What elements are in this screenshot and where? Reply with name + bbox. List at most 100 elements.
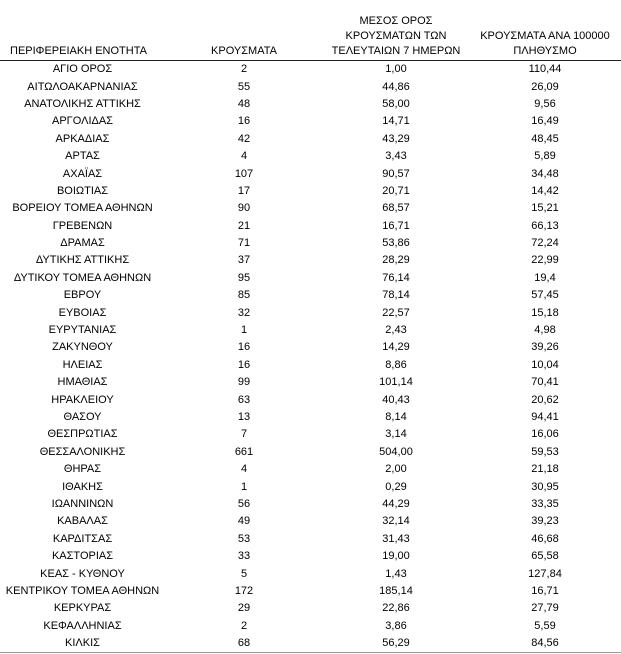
average-cell: 14,71: [382, 115, 410, 128]
table-row: ΗΜΑΘΙΑΣ 99 101,14 70,41: [0, 374, 621, 391]
cases-cell: 2: [240, 619, 248, 632]
cases-cell: 172: [234, 584, 254, 597]
per-100000-cell: 127,84: [528, 567, 562, 580]
cases-cell: 90: [237, 202, 251, 215]
table-row: ΑΡΓΟΛΙΔΑΣ 16 14,71 16,49: [0, 113, 621, 130]
header-cases-per-100000: ΚΡΟΥΣΜΑΤΑ ΑΝΑ 100000 ΠΛΗΘΥΣΜΟ: [469, 0, 621, 61]
region-cell: ΘΑΣΟΥ: [63, 411, 102, 423]
table-row: ΘΑΣΟΥ 13 8,14 94,41: [0, 409, 621, 426]
table-row: ΑΓΙΟ ΟΡΟΣ 2 1,00 110,44: [0, 61, 621, 79]
per-100000-cell: 94,41: [531, 411, 559, 423]
header-cases: ΚΡΟΥΣΜΑΤΑ: [165, 0, 323, 61]
region-cell: ΘΕΣΣΑΛΟΝΙΚΗΣ: [39, 445, 126, 458]
average-cell: 2,43: [385, 324, 407, 337]
table-row: ΒΟΡΕΙΟΥ ΤΟΜΕΑ ΑΘΗΝΩΝ 90 68,57 15,21: [0, 200, 621, 217]
per-100000-cell: 39,26: [531, 341, 559, 354]
table-row: ΚΑΣΤΟΡΙΑΣ 33 19,00 65,58: [0, 548, 621, 565]
header-line: ΚΡΟΥΣΜΑΤΑ ΑΝΑ 100000: [480, 30, 610, 42]
per-100000-cell: 15,21: [531, 202, 559, 215]
per-100000-cell: 16,49: [531, 115, 559, 128]
cases-cell: 2: [240, 63, 248, 76]
cases-cell: 16: [237, 341, 251, 354]
average-cell: 16,71: [382, 219, 410, 232]
cases-cell: 71: [237, 237, 251, 250]
average-cell: 76,14: [382, 271, 410, 284]
region-cell: ΚΕΡΚΥΡΑΣ: [53, 602, 112, 615]
average-cell: 185,14: [379, 584, 413, 597]
region-cell: ΙΩΑΝΝΙΝΩΝ: [51, 497, 114, 510]
cases-cell: 32: [237, 306, 251, 319]
table-row: ΚΕΑΣ - ΚΥΘΝΟΥ 5 1,43 127,84: [0, 565, 621, 582]
cases-cell: 5: [240, 567, 248, 580]
average-cell: 3,14: [385, 428, 407, 441]
region-cell: ΒΟΙΩΤΙΑΣ: [56, 184, 109, 197]
per-100000-cell: 20,62: [531, 393, 559, 406]
header-region: ΠΕΡΙΦΕΡΕΙΑΚΗ ΕΝΟΤΗΤΑ: [0, 0, 165, 61]
cases-cell: 1: [240, 324, 248, 337]
per-100000-cell: 9,56: [534, 97, 556, 110]
cases-cell: 42: [237, 132, 251, 145]
region-cell: ΔΡΑΜΑΣ: [60, 237, 105, 250]
cases-cell: 56: [237, 497, 251, 510]
cases-cell: 95: [237, 271, 251, 284]
region-cell: ΑΧΑΪΑΣ: [62, 167, 103, 180]
table-row: ΑΙΤΩΛΟΑΚΑΡΝΑΝΙΑΣ 55 44,86 26,09: [0, 78, 621, 95]
average-cell: 40,43: [382, 393, 410, 406]
per-100000-cell: 22,99: [531, 254, 559, 267]
per-100000-cell: 84,56: [469, 634, 621, 654]
region-cell: ΑΡΓΟΛΙΔΑΣ: [52, 115, 113, 128]
per-100000-cell: 26,09: [531, 80, 559, 93]
region-cell: ΚΕΝΤΡΙΚΟΥ ΤΟΜΕΑ ΑΘΗΝΩΝ: [5, 584, 160, 597]
region-cell: ΗΛΕΙΑΣ: [62, 358, 103, 371]
header-row: ΠΕΡΙΦΕΡΕΙΑΚΗ ΕΝΟΤΗΤΑ ΚΡΟΥΣΜΑΤΑ ΜΕΣΟΣ ΟΡΟ…: [0, 0, 621, 61]
table-row: ΙΩΑΝΝΙΝΩΝ 56 44,29 33,35: [0, 496, 621, 513]
per-100000-cell: 46,68: [531, 532, 559, 545]
average-cell: 1,00: [385, 63, 407, 76]
average-cell: 1,43: [385, 567, 407, 580]
average-cell: 28,29: [382, 254, 410, 267]
average-cell: 20,71: [382, 184, 410, 197]
region-cell: ΚΕΦΑΛΛΗΝΙΑΣ: [43, 619, 122, 632]
header-line: ΜΕΣΟΣ ΟΡΟΣ: [359, 15, 433, 27]
header-7day-average: ΜΕΣΟΣ ΟΡΟΣ ΚΡΟΥΣΜΑΤΩΝ ΤΩΝ ΤΕΛΕΥΤΑΙΩΝ 7 Η…: [323, 0, 469, 61]
region-cell: ΖΑΚΥΝΘΟΥ: [52, 341, 113, 354]
header-line: ΤΕΛΕΥΤΑΙΩΝ 7 ΗΜΕΡΩΝ: [331, 45, 461, 57]
table-row: ΔΥΤΙΚΗΣ ΑΤΤΙΚΗΣ 37 28,29 22,99: [0, 252, 621, 269]
average-cell: 58,00: [382, 97, 410, 110]
table-row: ΕΒΡΟΥ 85 78,14 57,45: [0, 287, 621, 304]
table-row: ΒΟΙΩΤΙΑΣ 17 20,71 14,42: [0, 183, 621, 200]
table-row: ΚΑΡΔΙΤΣΑΣ 53 31,43 46,68: [0, 531, 621, 548]
per-100000-cell: 19,4: [534, 271, 556, 284]
table-row: ΗΛΕΙΑΣ 16 8,86 10,04: [0, 357, 621, 374]
header-line: ΚΡΟΥΣΜΑΤΩΝ ΤΩΝ: [345, 30, 447, 42]
average-cell: 32,14: [382, 515, 410, 528]
average-cell: 8,86: [385, 358, 407, 371]
cases-cell: 68: [165, 634, 323, 654]
cases-cell: 48: [237, 97, 251, 110]
table-row: ΔΡΑΜΑΣ 71 53,86 72,24: [0, 235, 621, 252]
average-cell: 68,57: [382, 202, 410, 215]
per-100000-cell: 72,24: [531, 237, 559, 250]
per-100000-cell: 65,58: [531, 550, 559, 563]
per-100000-cell: 110,44: [528, 63, 562, 76]
region-cell: ΒΟΡΕΙΟΥ ΤΟΜΕΑ ΑΘΗΝΩΝ: [12, 202, 153, 215]
cases-cell: 21: [237, 219, 251, 232]
table-row: ΑΧΑΪΑΣ 107 90,57 34,48: [0, 165, 621, 182]
average-cell: 90,57: [382, 167, 410, 180]
cases-cell: 7: [240, 428, 248, 441]
per-100000-cell: 16,06: [531, 428, 559, 441]
per-100000-cell: 27,79: [531, 602, 559, 615]
cases-cell: 49: [237, 515, 251, 528]
cases-cell: 17: [237, 184, 251, 197]
region-cell: ΚΕΑΣ - ΚΥΘΝΟΥ: [40, 567, 125, 580]
cases-cell: 1: [240, 480, 248, 493]
table-row: ΚΕΦΑΛΛΗΝΙΑΣ 2 3,86 5,59: [0, 618, 621, 635]
per-100000-cell: 39,23: [531, 515, 559, 528]
per-100000-cell: 30,95: [531, 480, 559, 493]
average-cell: 53,86: [382, 237, 410, 250]
cases-cell: 29: [237, 602, 251, 615]
average-cell: 43,29: [382, 132, 410, 145]
cases-cell: 85: [237, 289, 251, 302]
per-100000-cell: 4,98: [534, 324, 556, 337]
